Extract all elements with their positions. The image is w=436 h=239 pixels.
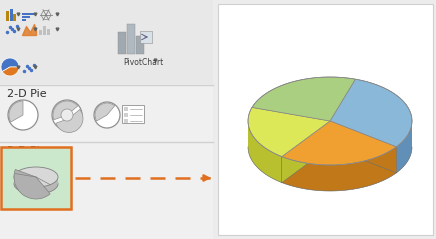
FancyBboxPatch shape [10,9,13,21]
Polygon shape [252,77,355,133]
Polygon shape [396,121,412,173]
Polygon shape [248,107,252,147]
Wedge shape [14,169,50,199]
FancyBboxPatch shape [136,36,144,54]
Polygon shape [330,79,355,147]
FancyBboxPatch shape [22,18,26,21]
FancyBboxPatch shape [124,107,128,111]
FancyBboxPatch shape [22,12,34,15]
Circle shape [52,100,82,130]
Polygon shape [252,77,355,121]
Polygon shape [252,107,330,147]
Circle shape [94,102,120,128]
FancyBboxPatch shape [22,16,30,18]
FancyBboxPatch shape [118,32,126,54]
FancyBboxPatch shape [1,147,71,209]
Polygon shape [282,121,396,165]
Polygon shape [282,121,330,183]
FancyBboxPatch shape [218,4,433,235]
FancyBboxPatch shape [127,24,135,54]
Wedge shape [1,58,19,71]
Text: PivotChart: PivotChart [123,58,163,67]
FancyBboxPatch shape [0,0,213,239]
Wedge shape [2,67,19,76]
Wedge shape [9,101,23,122]
Polygon shape [282,121,330,183]
FancyBboxPatch shape [14,177,36,184]
Circle shape [61,109,73,121]
FancyBboxPatch shape [36,177,58,184]
FancyBboxPatch shape [6,11,9,21]
FancyBboxPatch shape [43,26,46,35]
Ellipse shape [14,167,58,187]
Polygon shape [330,79,412,147]
Polygon shape [248,107,330,157]
Polygon shape [282,147,396,191]
FancyBboxPatch shape [140,31,152,43]
Circle shape [8,100,38,130]
FancyBboxPatch shape [39,30,42,35]
Text: 2-D Pie: 2-D Pie [7,89,47,99]
Polygon shape [330,121,396,173]
Text: 3-D Pie: 3-D Pie [7,146,47,156]
FancyBboxPatch shape [0,0,213,84]
FancyBboxPatch shape [124,119,128,123]
Polygon shape [248,121,282,183]
FancyBboxPatch shape [47,29,50,35]
Wedge shape [53,101,78,120]
FancyBboxPatch shape [124,113,128,117]
Ellipse shape [14,174,58,194]
Wedge shape [56,109,83,132]
FancyBboxPatch shape [122,105,144,123]
Polygon shape [355,79,412,147]
FancyBboxPatch shape [13,14,16,21]
Wedge shape [95,103,115,121]
Polygon shape [330,121,396,173]
